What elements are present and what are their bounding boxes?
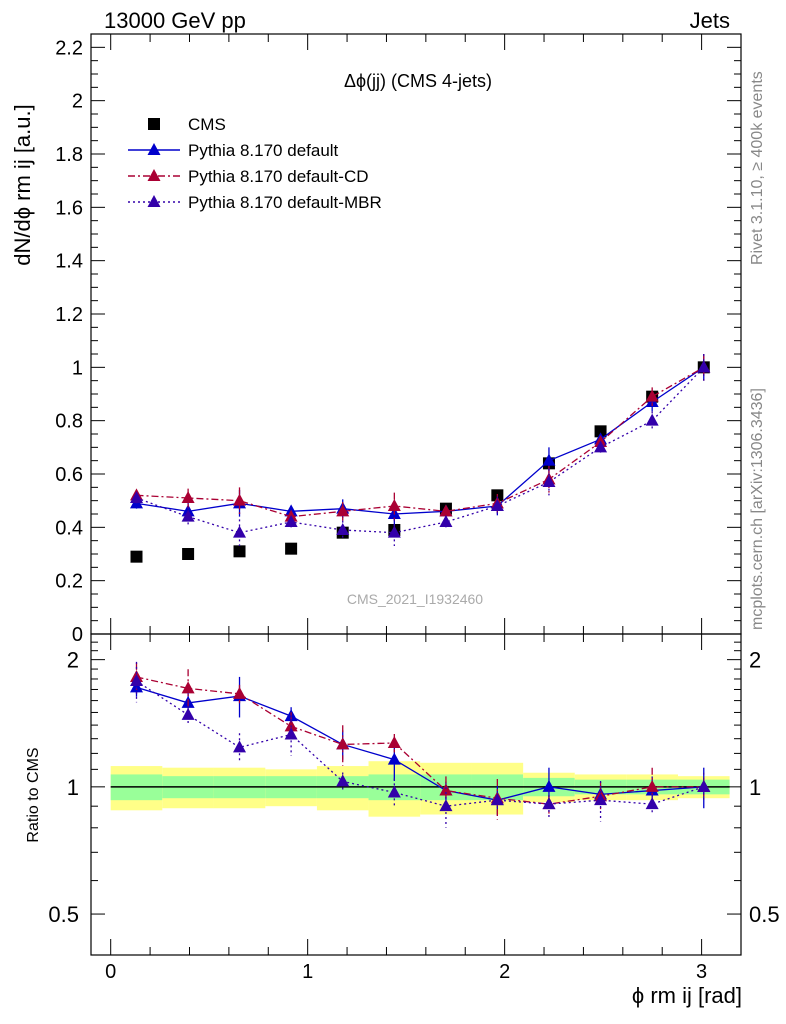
series-line-2 — [136, 366, 705, 518]
x-tick-label: 3 — [696, 961, 707, 983]
y-tick-label: 1.2 — [55, 304, 83, 326]
series-3-marker — [490, 499, 504, 511]
legend: CMS Pythia 8.170 default Pythia 8.170 defa… — [128, 115, 382, 212]
legend-marker-3 — [147, 195, 161, 207]
legend-label: Pythia 8.170 default — [188, 141, 339, 160]
ratio-tick-label: 1 — [67, 775, 79, 800]
ratio-tick-label: 0.5 — [48, 902, 79, 927]
ratio-line-3 — [136, 680, 704, 807]
ratio-3-marker — [233, 740, 247, 753]
legend-label: CMS — [188, 115, 226, 134]
ratio-3-marker — [439, 799, 453, 812]
bottom-panel-frame — [90, 633, 742, 956]
y-tick-label: 0.6 — [55, 464, 83, 486]
cms-data-point — [130, 550, 143, 563]
x-tick-label: 2 — [499, 961, 510, 983]
process-label: Jets — [690, 8, 730, 33]
ratio-3-marker — [284, 727, 298, 740]
series-3-marker — [697, 360, 711, 373]
ratio-1-marker — [130, 680, 143, 693]
legend-marker-1 — [147, 143, 161, 155]
series-2-marker — [645, 389, 659, 402]
x-tick-label: 1 — [302, 961, 313, 983]
legend-label: Pythia 8.170 default-CD — [188, 167, 369, 186]
series-line-1 — [136, 366, 705, 515]
ratio-3-marker — [645, 797, 659, 810]
legend-label: Pythia 8.170 default-MBR — [188, 193, 382, 212]
series-3-marker — [645, 413, 659, 426]
y-tick-label: 0 — [72, 624, 83, 646]
series-2-marker — [233, 493, 247, 506]
cms-data-point — [233, 545, 246, 558]
series-line-3 — [136, 366, 705, 534]
series-3-marker — [130, 491, 143, 503]
ratio-2-marker — [336, 737, 350, 750]
energy-label: 13000 GeV pp — [104, 8, 246, 33]
y-tick-label: 1 — [72, 357, 83, 379]
ratio-line-1 — [136, 686, 704, 801]
ratio-2-marker — [233, 686, 247, 699]
y-tick-label: 1.4 — [55, 251, 83, 273]
x-axis-label: ϕ rm ij [rad] — [632, 983, 742, 1008]
ratio-1-marker — [542, 779, 556, 792]
ratio-3-marker — [130, 674, 143, 687]
ratio-1-marker — [387, 752, 401, 765]
ratio-line-2 — [136, 676, 704, 805]
ratio-tick-label-right: 0.5 — [749, 902, 780, 927]
ratio-3-marker — [490, 793, 504, 806]
ratio-3-marker — [387, 785, 401, 798]
y-axis-label-top: dN/dϕ rm ij [a.u.] — [10, 104, 35, 265]
series-3-marker — [542, 475, 556, 487]
y-tick-label: 2 — [72, 91, 83, 113]
series-3-marker — [181, 509, 195, 522]
mcplots-label: mcplots.cern.ch [arXiv:1306.3436] — [749, 388, 766, 630]
legend-marker-cms — [148, 118, 160, 130]
ratio-3-marker — [542, 797, 556, 810]
ratio-3-marker — [697, 779, 711, 792]
ratio-tick-label-right: 1 — [749, 775, 761, 800]
y-tick-label: 1.6 — [55, 197, 83, 219]
y-tick-label: 1.8 — [55, 144, 83, 166]
y-tick-label: 2.2 — [55, 37, 83, 59]
series-3-marker — [336, 523, 350, 535]
watermark: CMS_2021_I1932460 — [347, 591, 483, 607]
y-tick-label: 0.4 — [55, 517, 83, 539]
ratio-2-marker — [439, 783, 453, 796]
series-2-marker — [439, 504, 453, 517]
y-tick-label: 0.8 — [55, 411, 83, 433]
ratio-tick-label: 2 — [67, 648, 79, 673]
ratio-2-marker — [387, 735, 401, 748]
cms-data-point — [594, 425, 607, 438]
series-3-marker — [284, 515, 298, 527]
ratio-2-marker — [645, 779, 659, 792]
cms-data-point — [285, 542, 298, 555]
series-3-marker — [233, 525, 247, 538]
ratio-2-marker — [181, 681, 195, 694]
series-3-marker — [387, 525, 401, 538]
rivet-label: Rivet 3.1.10, ≥ 400k events — [749, 71, 766, 265]
series-3-marker — [439, 515, 453, 527]
series-2-marker — [336, 504, 350, 517]
series-2-marker — [181, 491, 195, 503]
series-3-marker — [594, 440, 608, 453]
series-2-marker — [387, 499, 401, 511]
ratio-3-marker — [336, 774, 350, 787]
legend-marker-2 — [147, 169, 161, 181]
y-tick-label: 0.2 — [55, 571, 83, 593]
y-axis-label-bottom: Ratio to CMS — [25, 747, 42, 842]
cms-data-point — [182, 548, 195, 560]
ratio-3-marker — [181, 707, 195, 720]
ratio-3-marker — [594, 793, 608, 806]
series-1-marker — [542, 453, 556, 466]
ratio-tick-label-right: 2 — [749, 648, 761, 673]
chart-title: Δϕ(jj) (CMS 4-jets) — [344, 71, 492, 91]
x-tick-label: 0 — [105, 961, 116, 983]
